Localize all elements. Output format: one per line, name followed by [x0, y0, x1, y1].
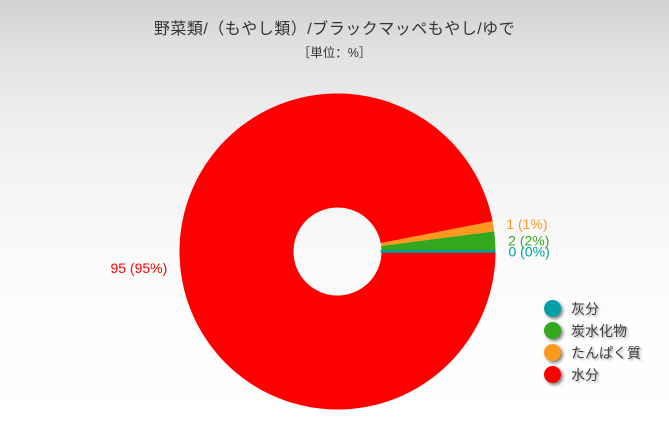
- legend-label: たんぱく質: [571, 344, 641, 361]
- slice-value-label: 2 (2%): [508, 233, 549, 249]
- legend-color-dot: [544, 344, 561, 361]
- pie-slice: [179, 93, 496, 410]
- pie-slice: [380, 221, 495, 246]
- legend-color-dot: [544, 322, 561, 339]
- pie-slice: [381, 231, 496, 252]
- legend-item: たんぱく質: [544, 344, 641, 361]
- legend-item: 灰分: [544, 300, 641, 317]
- legend-label: 灰分: [571, 300, 599, 317]
- slice-value-label: 1 (1%): [506, 216, 547, 232]
- slice-value-label: 95 (95%): [110, 260, 167, 276]
- chart-unit-subtitle: ［単位：%］: [297, 46, 372, 60]
- legend-label: 炭水化物: [571, 322, 627, 339]
- legend-color-dot: [544, 300, 561, 317]
- chart-title: 野菜類/（もやし類）/ブラックマッペもやし/ゆで: [153, 21, 516, 38]
- legend-color-dot: [544, 366, 561, 383]
- legend-item: 炭水化物: [544, 322, 641, 339]
- slice-value-label: 0 (0%): [509, 244, 550, 260]
- legend: 灰分炭水化物たんぱく質水分: [544, 300, 641, 383]
- legend-item: 水分: [544, 366, 641, 383]
- legend-label: 水分: [571, 366, 599, 383]
